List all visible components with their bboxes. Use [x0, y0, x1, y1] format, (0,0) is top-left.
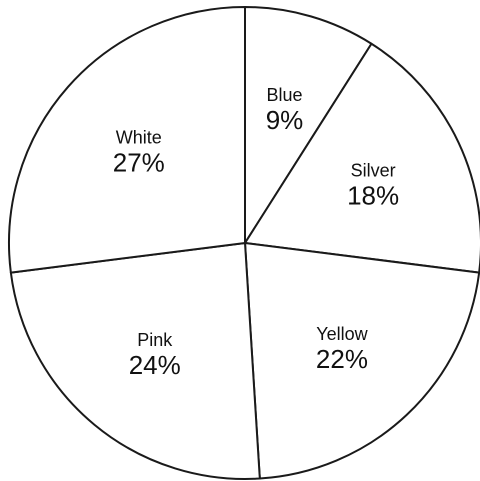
- pie-slice-pink: [9, 242, 261, 480]
- slice-label-blue: Blue: [266, 85, 302, 105]
- pie-slice-silver: [244, 42, 480, 274]
- pie-slice-white: [8, 6, 246, 274]
- slice-value-blue: 9%: [266, 105, 304, 135]
- pie-slice-yellow: [244, 242, 480, 480]
- slices-layer: [8, 6, 480, 480]
- slice-value-white: 27%: [113, 147, 165, 177]
- slice-value-pink: 24%: [129, 350, 181, 380]
- slice-value-yellow: 22%: [316, 344, 368, 374]
- slice-label-white: White: [116, 127, 162, 147]
- slice-label-silver: Silver: [351, 161, 396, 181]
- pie-slice-blue: [244, 6, 373, 244]
- slice-label-pink: Pink: [137, 330, 173, 350]
- slice-label-yellow: Yellow: [316, 324, 368, 344]
- slice-value-silver: 18%: [347, 181, 399, 211]
